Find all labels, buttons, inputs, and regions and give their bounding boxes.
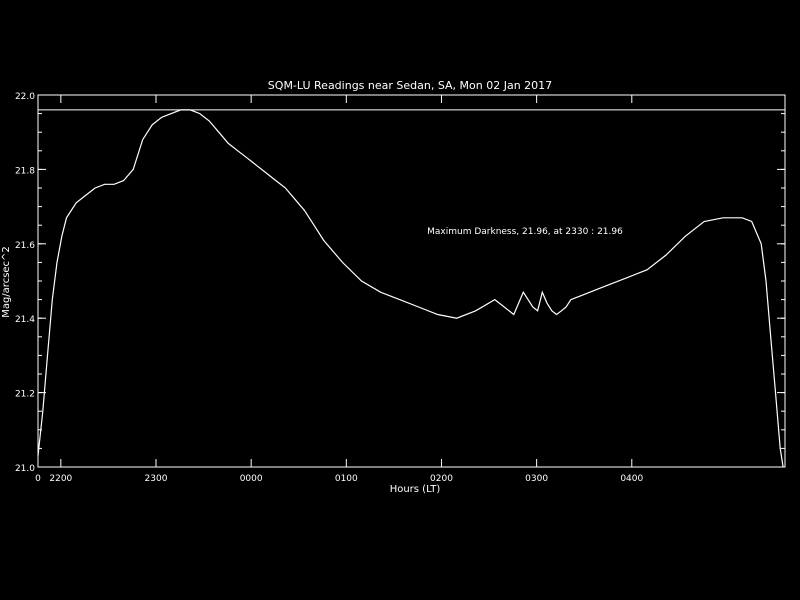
x-axis-label: Hours (LT) <box>390 484 441 495</box>
x-tick-label: 2200 <box>49 474 72 484</box>
y-tick-label: 21.8 <box>15 166 35 176</box>
y-axis: 21.0 21.2 21.4 21.6 21.8 22.0 <box>15 92 785 474</box>
x-tick-label: 0 <box>35 474 41 484</box>
x-tick-label: 2300 <box>145 474 168 484</box>
y-axis-label: Mag/arcsec^2 <box>1 246 12 318</box>
y-tick-label: 21.2 <box>15 390 35 400</box>
maximum-darkness-annotation: Maximum Darkness, 21.96, at 2330 : 21.96 <box>427 227 623 237</box>
chart-title: SQM-LU Readings near Sedan, SA, Mon 02 J… <box>268 79 552 92</box>
x-axis: 0 2200 2300 0000 0100 0200 0300 0400 <box>35 95 644 484</box>
x-tick-label: 0000 <box>240 474 263 484</box>
x-tick-label: 0300 <box>525 474 548 484</box>
x-tick-label: 0200 <box>430 474 453 484</box>
y-tick-label: 21.6 <box>15 241 35 251</box>
x-tick-label: 0100 <box>335 474 358 484</box>
y-tick-label: 22.0 <box>15 92 35 102</box>
y-tick-label: 21.0 <box>15 464 35 474</box>
sqm-reading-line <box>37 109 784 468</box>
y-tick-label: 21.4 <box>15 315 35 325</box>
x-tick-label: 0400 <box>620 474 643 484</box>
